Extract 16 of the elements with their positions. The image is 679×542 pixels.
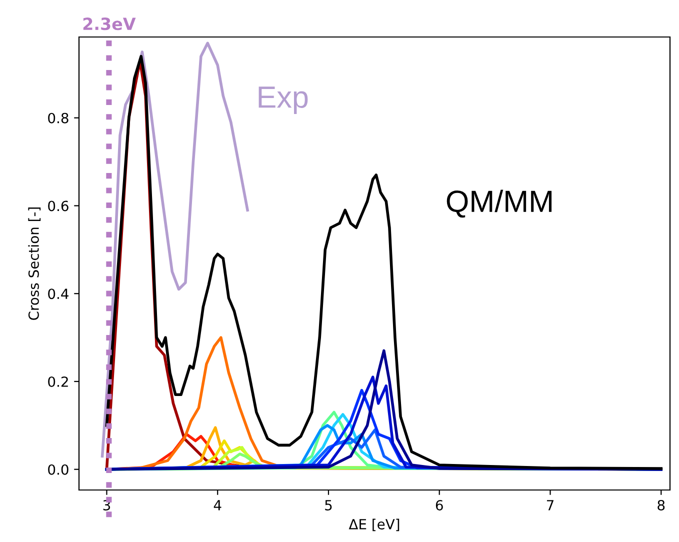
x-tick-label: 4 <box>214 500 222 510</box>
x-tick-label: 7 <box>546 500 554 510</box>
y-tick-label: 0.8 <box>48 112 68 124</box>
y-tick-label: 0.0 <box>48 464 68 475</box>
line-series <box>100 42 249 458</box>
series-label: Exp <box>258 86 308 114</box>
x-tick-label: 8 <box>658 500 665 510</box>
y-tick-label: 0.2 <box>48 376 68 387</box>
series-label: QM/MM <box>446 190 552 218</box>
y-axis-title: Cross Section [-] <box>28 208 41 320</box>
y-tick-label: 0.4 <box>48 288 68 300</box>
x-tick-label: 5 <box>325 500 332 510</box>
x-tick-label: 6 <box>436 500 443 510</box>
ref-line-label: 2.3eV <box>83 18 136 30</box>
y-tick-label: 0.6 <box>48 200 68 212</box>
x-axis-title: ΔE [eV] <box>348 518 400 532</box>
